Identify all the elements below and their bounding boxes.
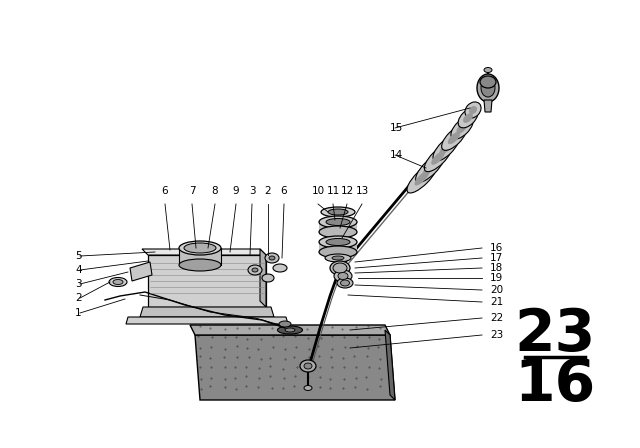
Text: 22: 22 [490, 313, 503, 323]
Ellipse shape [424, 144, 452, 172]
Ellipse shape [338, 272, 348, 280]
Text: 9: 9 [233, 186, 239, 196]
Polygon shape [179, 248, 221, 265]
Ellipse shape [465, 102, 481, 118]
Ellipse shape [332, 256, 344, 260]
Ellipse shape [179, 241, 221, 255]
Ellipse shape [325, 254, 351, 262]
Text: 7: 7 [189, 186, 195, 196]
Text: 14: 14 [390, 150, 403, 160]
Polygon shape [126, 317, 288, 324]
Text: 5: 5 [75, 251, 82, 261]
Ellipse shape [328, 209, 348, 215]
Ellipse shape [265, 253, 279, 263]
Ellipse shape [319, 216, 357, 228]
Ellipse shape [273, 264, 287, 272]
Text: 19: 19 [490, 273, 503, 283]
Ellipse shape [431, 151, 445, 165]
Ellipse shape [319, 236, 357, 248]
Text: 8: 8 [212, 186, 218, 196]
Text: 16: 16 [490, 243, 503, 253]
Ellipse shape [484, 68, 492, 73]
Ellipse shape [469, 106, 477, 114]
Ellipse shape [285, 328, 295, 332]
Polygon shape [319, 222, 357, 232]
Ellipse shape [321, 207, 355, 217]
Text: 18: 18 [490, 263, 503, 273]
Ellipse shape [440, 142, 452, 155]
Ellipse shape [304, 385, 312, 391]
Text: 6: 6 [162, 186, 168, 196]
Ellipse shape [334, 270, 352, 282]
Text: 17: 17 [490, 253, 503, 263]
Text: 4: 4 [75, 265, 82, 275]
Ellipse shape [113, 280, 123, 284]
Ellipse shape [248, 265, 262, 275]
Polygon shape [385, 330, 395, 400]
Ellipse shape [415, 171, 429, 185]
Ellipse shape [340, 280, 349, 286]
Ellipse shape [433, 135, 459, 161]
Polygon shape [140, 307, 274, 317]
Text: 13: 13 [355, 186, 369, 196]
Ellipse shape [269, 256, 275, 260]
Text: 2: 2 [265, 186, 271, 196]
Text: 15: 15 [390, 123, 403, 133]
Ellipse shape [184, 243, 216, 253]
Text: 10: 10 [312, 186, 324, 196]
Text: 1: 1 [75, 308, 82, 318]
Ellipse shape [262, 274, 274, 282]
Ellipse shape [480, 76, 496, 88]
Ellipse shape [463, 113, 473, 123]
Ellipse shape [300, 360, 316, 372]
Ellipse shape [109, 277, 127, 287]
Ellipse shape [337, 278, 353, 288]
Text: 12: 12 [340, 186, 354, 196]
Ellipse shape [319, 246, 357, 258]
Ellipse shape [179, 259, 221, 271]
Ellipse shape [442, 125, 467, 151]
Text: 3: 3 [249, 186, 255, 196]
Ellipse shape [477, 74, 499, 102]
Ellipse shape [481, 79, 495, 97]
Ellipse shape [333, 263, 347, 273]
Ellipse shape [451, 117, 473, 139]
Text: 2: 2 [75, 293, 82, 303]
Polygon shape [484, 100, 492, 112]
Polygon shape [319, 242, 357, 252]
Ellipse shape [304, 363, 312, 369]
Ellipse shape [326, 238, 350, 246]
Polygon shape [148, 255, 266, 307]
Ellipse shape [279, 321, 291, 327]
Polygon shape [130, 262, 152, 281]
Text: 16: 16 [515, 357, 596, 414]
Polygon shape [195, 335, 395, 400]
Text: 21: 21 [490, 297, 503, 307]
Ellipse shape [448, 132, 460, 144]
Ellipse shape [456, 122, 468, 134]
Polygon shape [260, 249, 266, 307]
Ellipse shape [330, 261, 350, 275]
Ellipse shape [252, 268, 258, 272]
Text: 6: 6 [281, 186, 287, 196]
Polygon shape [142, 249, 266, 255]
Polygon shape [190, 325, 390, 335]
Text: 23: 23 [515, 306, 596, 363]
Ellipse shape [326, 219, 350, 225]
Ellipse shape [278, 326, 303, 334]
Ellipse shape [458, 108, 478, 128]
Ellipse shape [416, 154, 444, 182]
Text: 11: 11 [326, 186, 340, 196]
Ellipse shape [407, 163, 437, 193]
Text: 3: 3 [75, 279, 82, 289]
Ellipse shape [319, 226, 357, 238]
Text: 23: 23 [490, 330, 503, 340]
Ellipse shape [423, 161, 437, 175]
Text: 20: 20 [490, 285, 503, 295]
